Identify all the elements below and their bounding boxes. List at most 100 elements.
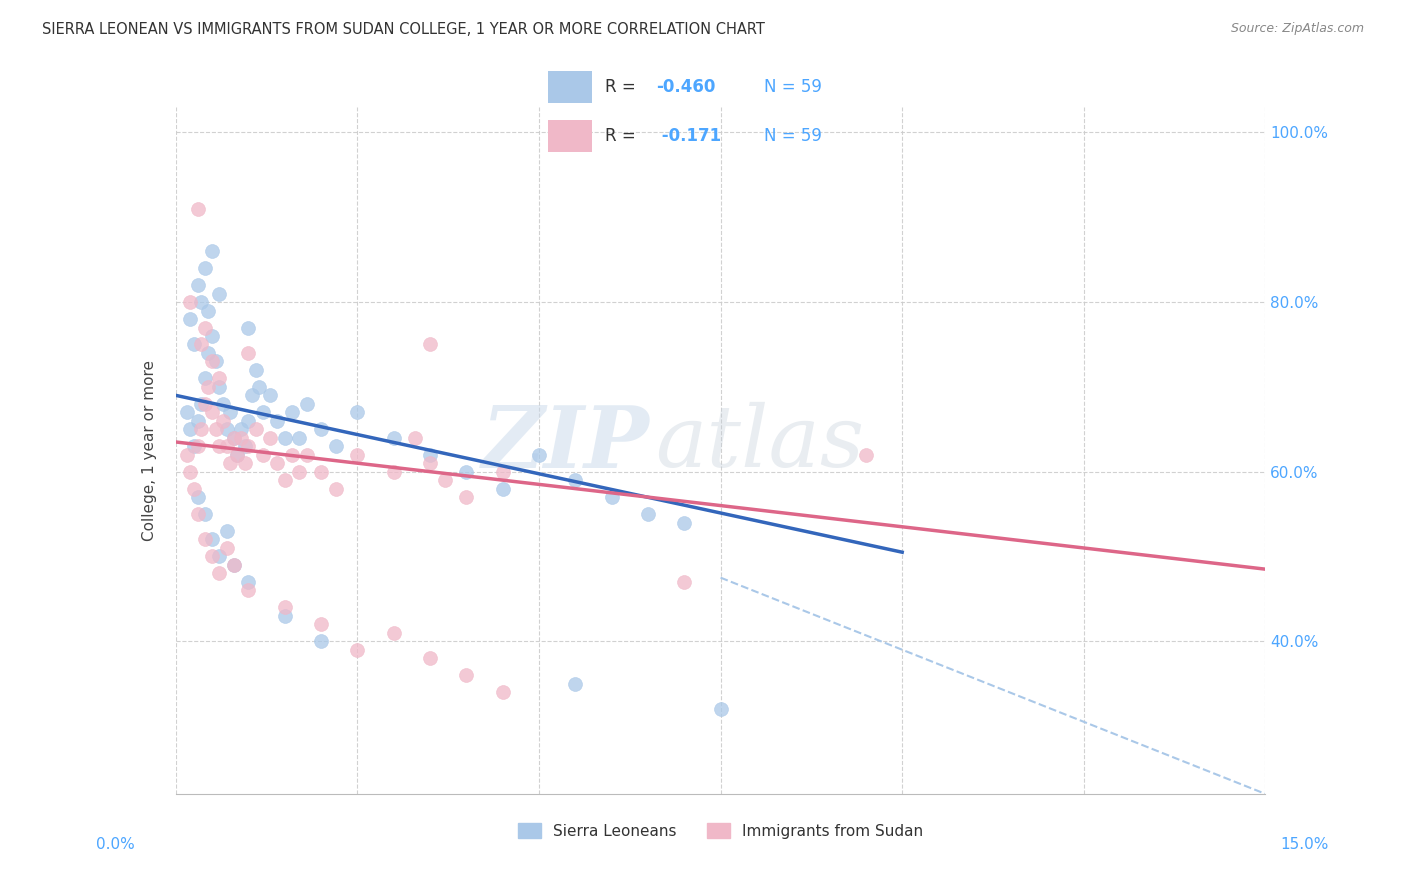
Point <box>346 405 368 419</box>
Text: Source: ZipAtlas.com: Source: ZipAtlas.com <box>1230 22 1364 36</box>
Point <box>179 422 201 436</box>
Point <box>274 431 297 445</box>
Point <box>183 337 205 351</box>
Point <box>190 295 212 310</box>
Point <box>274 608 297 623</box>
Point <box>492 482 515 496</box>
Point <box>194 507 217 521</box>
Point <box>382 465 405 479</box>
Point <box>222 558 245 572</box>
Point <box>238 574 260 589</box>
Text: N = 59: N = 59 <box>763 128 821 145</box>
Point <box>419 337 441 351</box>
Point <box>259 388 281 402</box>
Point <box>201 354 224 368</box>
Point <box>219 456 242 470</box>
Text: R =: R = <box>605 78 641 95</box>
Y-axis label: College, 1 year or more: College, 1 year or more <box>142 360 157 541</box>
Text: -0.171: -0.171 <box>655 128 721 145</box>
Point <box>201 533 224 547</box>
Point <box>288 431 311 445</box>
Point <box>295 397 318 411</box>
Point <box>456 465 478 479</box>
Point <box>247 380 270 394</box>
Point <box>186 202 209 216</box>
Point <box>281 448 304 462</box>
Point <box>190 337 212 351</box>
Point <box>194 397 217 411</box>
Point <box>233 439 256 453</box>
Point <box>226 448 249 462</box>
Point <box>215 422 238 436</box>
Point <box>186 278 209 293</box>
Point <box>309 634 332 648</box>
Point <box>231 431 253 445</box>
Point <box>208 439 231 453</box>
Point <box>527 448 550 462</box>
Point <box>673 516 696 530</box>
Point <box>238 320 260 334</box>
Point <box>204 422 226 436</box>
Point <box>208 286 231 301</box>
Point <box>281 405 304 419</box>
Text: atlas: atlas <box>655 402 865 485</box>
Point <box>564 473 586 487</box>
Point <box>222 431 245 445</box>
Point <box>419 456 441 470</box>
Point <box>219 405 242 419</box>
Point <box>212 397 235 411</box>
Point <box>179 295 201 310</box>
Point <box>176 448 198 462</box>
Point <box>295 448 318 462</box>
Point <box>190 422 212 436</box>
Point <box>456 668 478 682</box>
Point <box>492 465 515 479</box>
Point <box>309 617 332 632</box>
Point <box>288 465 311 479</box>
Point <box>325 482 347 496</box>
Point <box>266 456 288 470</box>
Point <box>346 642 368 657</box>
Point <box>266 414 288 428</box>
Point <box>208 380 231 394</box>
Point <box>226 448 249 462</box>
Point <box>492 685 515 699</box>
Point <box>252 448 274 462</box>
Point <box>179 465 201 479</box>
Point <box>600 490 623 504</box>
Point <box>274 473 297 487</box>
Point <box>245 363 267 377</box>
Point <box>176 405 198 419</box>
Point <box>855 448 877 462</box>
Point <box>186 439 209 453</box>
Point <box>238 414 260 428</box>
Point <box>197 346 219 360</box>
Point <box>201 329 224 343</box>
Point <box>233 456 256 470</box>
Point <box>194 371 217 385</box>
Point <box>208 549 231 564</box>
Point <box>183 439 205 453</box>
Point <box>564 676 586 690</box>
Point <box>274 600 297 615</box>
Point <box>259 431 281 445</box>
Point <box>201 549 224 564</box>
Text: -0.460: -0.460 <box>655 78 716 95</box>
Point <box>325 439 347 453</box>
Point <box>208 566 231 581</box>
Point <box>710 702 733 716</box>
Point <box>186 507 209 521</box>
Text: 0.0%: 0.0% <box>96 837 135 852</box>
Point <box>245 422 267 436</box>
Text: 15.0%: 15.0% <box>1281 837 1329 852</box>
Point <box>382 431 405 445</box>
Point <box>183 482 205 496</box>
Text: SIERRA LEONEAN VS IMMIGRANTS FROM SUDAN COLLEGE, 1 YEAR OR MORE CORRELATION CHAR: SIERRA LEONEAN VS IMMIGRANTS FROM SUDAN … <box>42 22 765 37</box>
Point <box>197 380 219 394</box>
Point <box>194 320 217 334</box>
Text: R =: R = <box>605 128 641 145</box>
Point <box>240 388 263 402</box>
Point <box>212 414 235 428</box>
Point <box>222 558 245 572</box>
Point <box>186 414 209 428</box>
